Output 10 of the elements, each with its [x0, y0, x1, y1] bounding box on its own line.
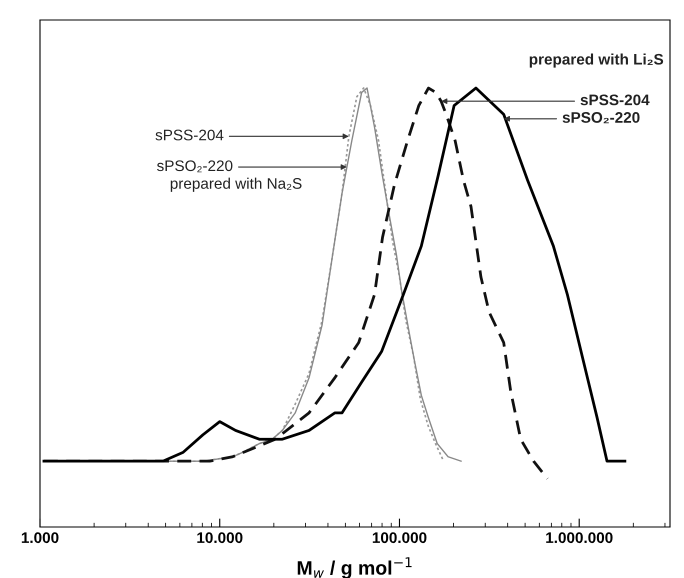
annotation: sPSO₂-220: [157, 160, 232, 172]
annotation: sPSO₂-220: [562, 112, 640, 124]
x-tick-label: 10.000: [197, 532, 242, 544]
text: prepared with Li₂S: [530, 53, 664, 68]
annotation: sPSS-204: [580, 94, 650, 106]
x-tick-label: 1.000.000: [546, 532, 613, 544]
x-tick-label: 1.000: [22, 532, 58, 544]
annotation: prepared with Na₂S: [170, 178, 302, 192]
annotation: sPSS-204: [156, 130, 224, 140]
x-tick-label: 100.000: [372, 532, 426, 544]
